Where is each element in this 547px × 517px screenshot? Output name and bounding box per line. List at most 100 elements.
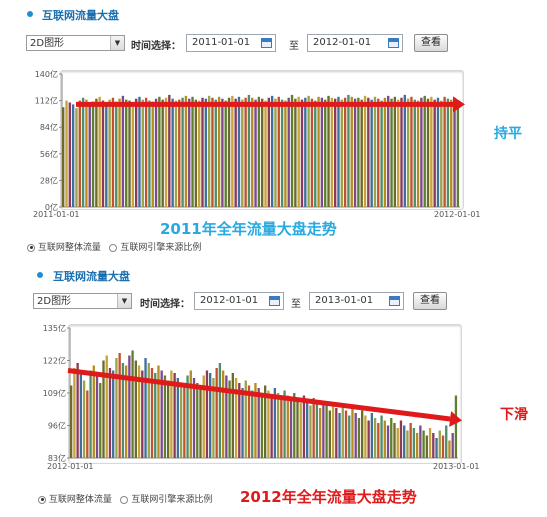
chart-bar bbox=[134, 360, 137, 458]
chart-bar bbox=[425, 435, 428, 458]
chart-bar bbox=[304, 97, 307, 207]
chart-bar bbox=[131, 350, 134, 458]
chart-bar bbox=[160, 370, 163, 458]
panel2-trend-label: 下滑 bbox=[500, 407, 528, 423]
chart-bar bbox=[264, 385, 267, 458]
panel2-x-tick-start: 2012-01-01 bbox=[47, 462, 94, 471]
chart-bar bbox=[174, 100, 178, 207]
chart-bar bbox=[196, 383, 199, 458]
chart-bar bbox=[254, 99, 257, 207]
chart-bar bbox=[448, 440, 451, 458]
chart-bar bbox=[318, 408, 322, 458]
chart-bar bbox=[111, 97, 115, 207]
panel1-radio-group: 互联网整体流量 互联网引擎来源比例 bbox=[27, 240, 201, 253]
panel2-radio-source[interactable] bbox=[120, 495, 129, 504]
chart-bar bbox=[68, 102, 72, 207]
chart-bar bbox=[393, 423, 396, 458]
chart-bar bbox=[373, 418, 377, 458]
calendar-icon[interactable] bbox=[389, 296, 400, 306]
chart-bar bbox=[209, 373, 212, 458]
y-tick-label: 56亿 bbox=[40, 149, 58, 159]
panel2-caption: 2012年全年流量大盘走势 bbox=[240, 488, 417, 506]
panel2-end-date-input[interactable]: 2013-01-01 bbox=[309, 292, 404, 310]
chart-bar bbox=[333, 98, 337, 207]
chart-bar bbox=[99, 383, 102, 458]
chart-bar bbox=[244, 97, 247, 207]
panel1-radio-total[interactable] bbox=[27, 243, 35, 252]
chart-bar bbox=[163, 375, 167, 458]
chart-bar bbox=[383, 97, 387, 207]
chart-bar bbox=[456, 100, 460, 207]
chart-bar bbox=[320, 97, 324, 207]
chart-bar bbox=[154, 373, 157, 458]
chart-bar bbox=[440, 100, 443, 207]
chart-bar bbox=[327, 95, 330, 207]
chart-bar bbox=[297, 96, 300, 207]
y-tick-label: 83亿 bbox=[48, 453, 66, 463]
panel2-x-tick-end: 2013-01-01 bbox=[433, 462, 480, 471]
chart-bar bbox=[121, 363, 125, 458]
chart-bar bbox=[151, 101, 154, 207]
chart-bar bbox=[274, 98, 277, 207]
chart-bar bbox=[173, 373, 176, 458]
chart-bar bbox=[276, 393, 280, 458]
chart-bar bbox=[231, 373, 234, 458]
chart-bar bbox=[73, 368, 76, 458]
chart-bar bbox=[409, 423, 412, 458]
chart-bar bbox=[176, 378, 180, 458]
chart-bar bbox=[188, 98, 191, 207]
chevron-down-icon: ▼ bbox=[117, 294, 131, 308]
chart-bar bbox=[228, 380, 231, 458]
panel2-start-date-input[interactable]: 2012-01-01 bbox=[194, 292, 284, 310]
panel2-to-label: 至 bbox=[291, 299, 301, 310]
calendar-icon[interactable] bbox=[269, 296, 280, 306]
chart-bar bbox=[237, 96, 241, 207]
y-tick-label: 140亿 bbox=[35, 69, 58, 79]
chart-bar bbox=[131, 102, 135, 207]
chart-bar bbox=[194, 99, 198, 207]
chart-bar bbox=[158, 96, 161, 207]
chart-bar bbox=[128, 100, 131, 207]
panel2-radio-source-label: 互联网引擎来源比例 bbox=[131, 495, 213, 505]
chart-bar bbox=[199, 385, 202, 458]
chart-bar bbox=[315, 403, 319, 458]
y-tick-label: 84亿 bbox=[40, 122, 58, 132]
chart-bar bbox=[257, 388, 260, 458]
chart-bar bbox=[204, 98, 208, 207]
panel2-radio-total[interactable] bbox=[38, 495, 46, 504]
chart-bar bbox=[211, 97, 214, 207]
chart-bar bbox=[436, 97, 440, 207]
chart-bar bbox=[89, 370, 92, 458]
y-tick-label: 112亿 bbox=[35, 96, 58, 106]
panel1-start-date-input[interactable]: 2011-01-01 bbox=[186, 34, 276, 52]
chart-bar bbox=[289, 400, 293, 458]
panel1-view-select[interactable]: 2D图形 ▼ bbox=[26, 35, 125, 51]
chart-bar bbox=[105, 102, 108, 207]
panel1-end-date-input[interactable]: 2012-01-01 bbox=[307, 34, 403, 52]
chart-bar bbox=[78, 100, 81, 207]
calendar-icon[interactable] bbox=[261, 38, 272, 48]
panel2-view-select[interactable]: 2D图形 ▼ bbox=[33, 293, 132, 309]
chart-bar bbox=[337, 96, 340, 207]
chart-bar bbox=[260, 393, 264, 458]
chart-bar bbox=[168, 94, 171, 207]
chart-bar bbox=[309, 405, 312, 458]
panel1-radio-source[interactable] bbox=[109, 243, 118, 252]
chart-bar bbox=[410, 96, 413, 207]
calendar-icon[interactable] bbox=[388, 38, 399, 48]
chart-bar bbox=[71, 104, 75, 207]
panel2-view-button[interactable]: 查看 bbox=[413, 292, 447, 310]
chart-bar bbox=[399, 420, 403, 458]
panel1-view-button[interactable]: 查看 bbox=[414, 34, 448, 52]
y-tick-label: 0亿 bbox=[45, 202, 58, 212]
chart-bar bbox=[118, 98, 121, 207]
chart-bar bbox=[102, 360, 105, 458]
chart-bar bbox=[370, 99, 373, 207]
chart-bar bbox=[293, 393, 296, 458]
chart-bar bbox=[296, 398, 299, 458]
chart-bar bbox=[387, 95, 390, 207]
chart-bar bbox=[247, 94, 251, 207]
chart-bar bbox=[377, 98, 380, 207]
chart-bar bbox=[302, 395, 306, 458]
chart-bar bbox=[181, 97, 184, 207]
